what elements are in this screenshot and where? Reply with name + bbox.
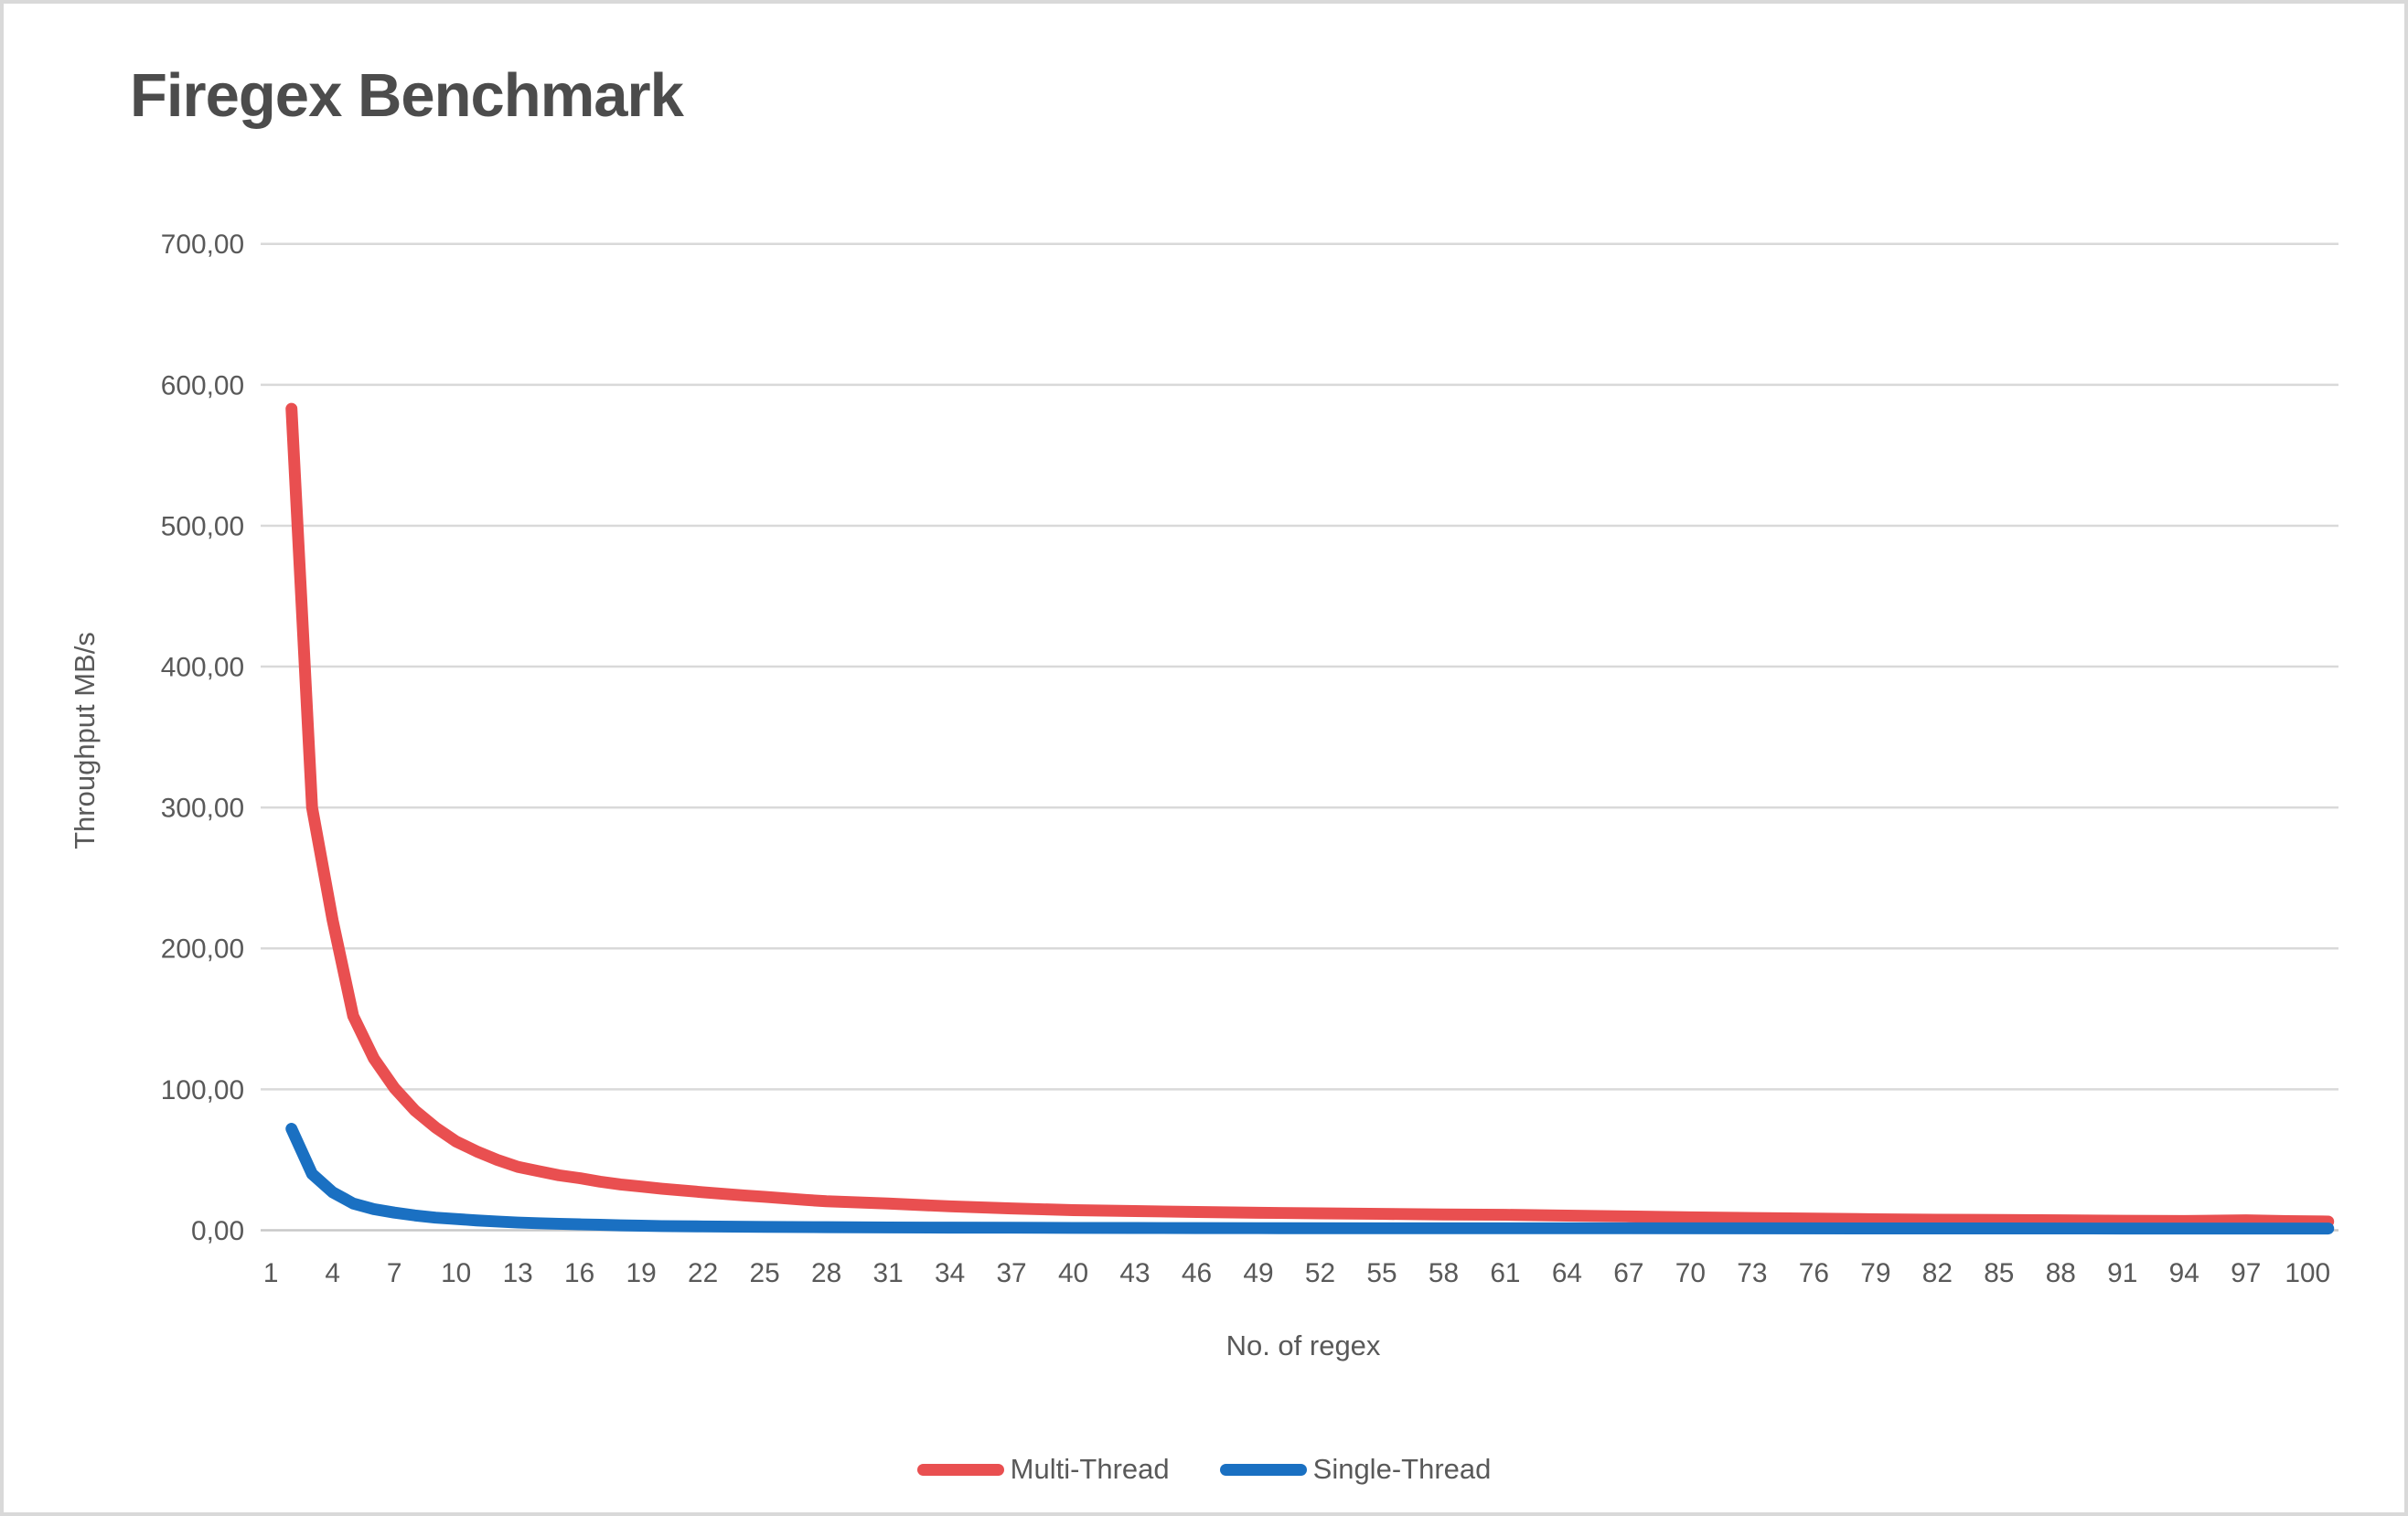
legend-item-single-thread: Single-Thread [1219, 1453, 1492, 1486]
chart-canvas: 700,00600,00500,00400,00300,00200,00100,… [161, 230, 2338, 1288]
x-tick-label: 31 [872, 1258, 903, 1288]
single-thread-line-swatch-icon [1219, 1463, 1307, 1476]
multi-thread-line-swatch-icon [916, 1463, 1004, 1476]
x-tick-label: 1 [263, 1258, 279, 1288]
x-tick-label: 28 [811, 1258, 841, 1288]
y-tick-label: 500,00 [161, 511, 244, 541]
x-tick-label: 34 [935, 1258, 965, 1288]
x-tick-label: 97 [2231, 1258, 2261, 1288]
x-tick-label: 76 [1799, 1258, 1829, 1288]
x-tick-label: 79 [1860, 1258, 1890, 1288]
x-tick-label: 82 [1922, 1258, 1953, 1288]
y-tick-label: 100,00 [161, 1075, 244, 1105]
x-tick-label: 4 [325, 1258, 340, 1288]
legend-item-multi-thread: Multi-Thread [916, 1453, 1170, 1486]
x-tick-label: 19 [626, 1258, 657, 1288]
x-tick-label: 58 [1429, 1258, 1459, 1288]
y-tick-label: 0,00 [191, 1216, 244, 1246]
x-tick-label: 52 [1305, 1258, 1335, 1288]
y-tick-label: 700,00 [161, 230, 244, 260]
x-tick-label: 37 [996, 1258, 1026, 1288]
x-tick-label: 91 [2107, 1258, 2137, 1288]
y-tick-label: 600,00 [161, 370, 244, 400]
x-tick-label: 85 [1984, 1258, 2014, 1288]
x-tick-label: 40 [1058, 1258, 1088, 1288]
y-tick-label: 200,00 [161, 934, 244, 965]
x-tick-label: 16 [564, 1258, 594, 1288]
x-tick-label: 10 [441, 1258, 471, 1288]
x-tick-label: 22 [688, 1258, 718, 1288]
x-tick-label: 67 [1613, 1258, 1643, 1288]
x-tick-label: 61 [1490, 1258, 1520, 1288]
legend-label-multi-thread: Multi-Thread [1010, 1453, 1170, 1485]
x-axis-title: No. of regex [1225, 1329, 1381, 1361]
chart-title: Firegex Benchmark [130, 61, 684, 130]
x-tick-label: 64 [1552, 1258, 1582, 1288]
x-tick-label: 70 [1675, 1258, 1706, 1288]
x-tick-label: 88 [2046, 1258, 2076, 1288]
x-tick-label: 7 [387, 1258, 402, 1288]
x-tick-label: 13 [503, 1258, 533, 1288]
legend-label-single-thread: Single-Thread [1312, 1453, 1492, 1485]
y-tick-label: 300,00 [161, 794, 244, 824]
x-tick-label: 55 [1366, 1258, 1397, 1288]
x-tick-label: 100 [2285, 1258, 2330, 1288]
x-tick-label: 49 [1243, 1258, 1273, 1288]
x-tick-label: 43 [1119, 1258, 1150, 1288]
x-tick-label: 73 [1737, 1258, 1767, 1288]
y-tick-label: 400,00 [161, 653, 244, 683]
x-tick-label: 94 [2169, 1258, 2199, 1288]
series-line-single-thread [285, 1123, 2335, 1235]
x-tick-label: 25 [750, 1258, 780, 1288]
series-line-multi-thread [285, 402, 2335, 1228]
x-tick-label: 46 [1182, 1258, 1212, 1288]
legend: Multi-Thread Single-Thread [4, 1453, 2404, 1486]
